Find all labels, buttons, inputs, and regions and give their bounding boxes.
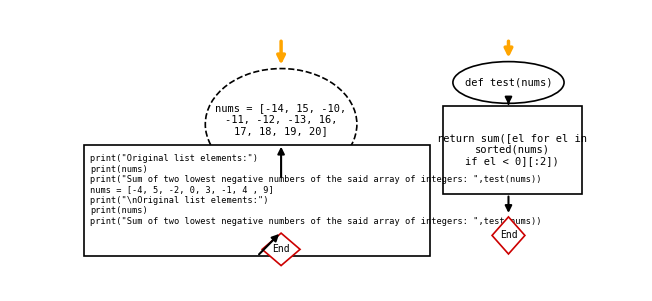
Ellipse shape [205,69,357,180]
Polygon shape [262,233,300,265]
Text: End: End [499,231,517,240]
Text: nums = [-14, 15, -10,
-11, -12, -13, 16,
17, 18, 19, 20]: nums = [-14, 15, -10, -11, -12, -13, 16,… [215,103,347,136]
Text: def test(nums): def test(nums) [465,77,552,88]
Polygon shape [492,217,525,254]
Text: print("Original list elements:")
print(nums)
print("Sum of two lowest negative n: print("Original list elements:") print(n… [90,154,542,226]
Bar [84,145,430,256]
Text: return sum([el for el in
sorted(nums)
if el < 0][:2]): return sum([el for el in sorted(nums) if… [437,133,587,166]
Ellipse shape [453,62,564,103]
Bar [443,106,582,194]
Text: End: End [273,244,290,254]
